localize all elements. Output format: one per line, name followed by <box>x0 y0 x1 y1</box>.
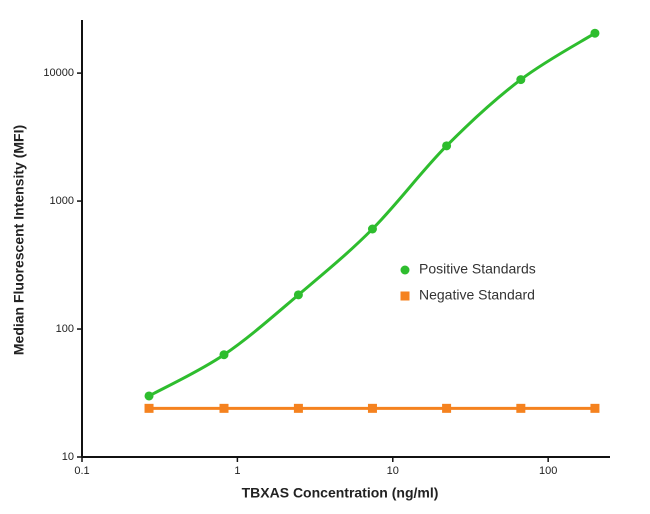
x-tick-label: 10 <box>387 465 399 477</box>
data-point <box>367 403 377 413</box>
data-point <box>590 28 600 38</box>
x-axis-title: TBXAS Concentration (ng/ml) <box>242 485 439 501</box>
data-point <box>219 350 229 360</box>
data-point <box>590 403 600 413</box>
data-point <box>442 141 452 151</box>
y-axis-title: Median Fluorescent Intensity (MFI) <box>11 125 27 355</box>
data-point <box>442 403 452 413</box>
legend-text: Positive Standards <box>419 261 536 277</box>
legend-marker <box>400 265 410 275</box>
series-line <box>148 31 596 398</box>
legend-text: Negative Standard <box>419 287 535 303</box>
data-point <box>144 403 154 413</box>
x-tick-label: 100 <box>539 465 557 477</box>
y-tick-label: 10000 <box>43 67 74 79</box>
data-point <box>144 391 154 401</box>
data-point <box>516 75 526 85</box>
legend-marker <box>400 291 410 301</box>
y-tick-label: 1000 <box>50 195 74 207</box>
data-point <box>293 403 303 413</box>
data-point <box>293 290 303 300</box>
x-tick-label: 0.1 <box>74 465 89 477</box>
data-point <box>367 224 377 234</box>
data-point <box>219 403 229 413</box>
y-tick-label: 100 <box>56 323 74 335</box>
x-tick-label: 1 <box>234 465 240 477</box>
y-tick-label: 10 <box>62 451 74 463</box>
data-point <box>516 403 526 413</box>
